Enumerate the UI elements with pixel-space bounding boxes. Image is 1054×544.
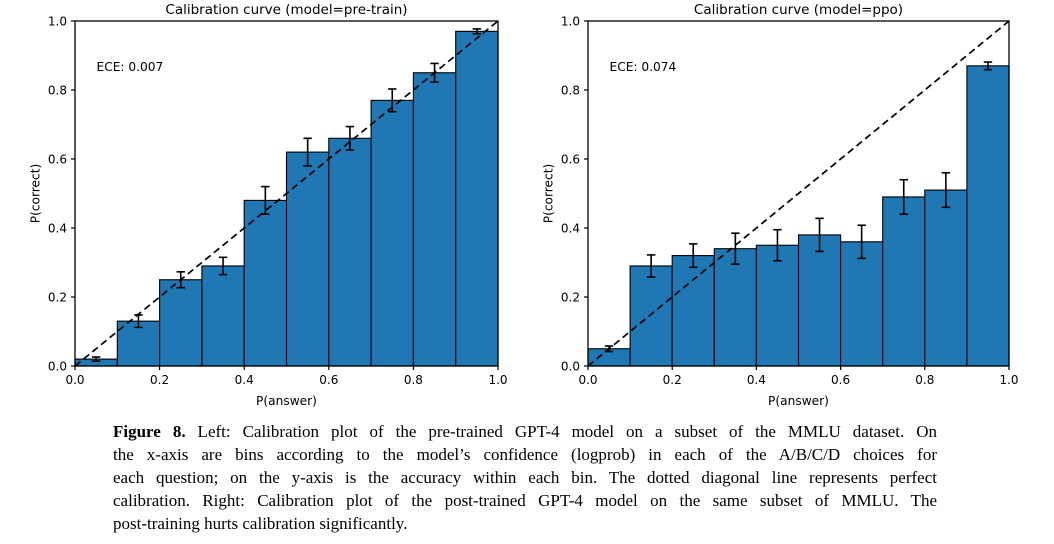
bar [755, 244, 800, 367]
y-tick-label: 1.0 [561, 14, 580, 28]
bar [840, 241, 884, 367]
plot-border [587, 20, 1010, 367]
bar [243, 199, 288, 367]
diagonal-line [74, 20, 499, 367]
bar [671, 255, 715, 367]
caption-line: the x-axis are bins according to the mod… [113, 445, 937, 464]
x-tick-label: 0.6 [319, 373, 338, 387]
bar [328, 137, 372, 367]
chart-title: Calibration curve (model=pre-train) [165, 2, 407, 18]
bar [713, 248, 757, 367]
x-tick-label: 0.4 [235, 373, 254, 387]
plot-border [74, 20, 499, 367]
y-axis-label: P(correct) [542, 164, 556, 224]
chart-title: Calibration curve (model=ppo) [694, 2, 903, 18]
ece-annotation: ECE: 0.007 [97, 60, 164, 74]
figure-caption: Figure 8. Left: Calibration plot of the … [113, 420, 937, 535]
x-tick-label: 0.2 [663, 373, 682, 387]
x-axis-label: P(answer) [768, 394, 829, 408]
caption-line: post-training hurts calibration signific… [113, 514, 408, 533]
x-tick-label: 0.2 [150, 373, 169, 387]
y-tick-label: 0.0 [561, 359, 580, 373]
caption-line: calibration. Right: Calibration plot of … [113, 491, 937, 510]
bar [882, 196, 926, 367]
y-axis-label: P(correct) [29, 164, 43, 224]
y-tick-label: 0.4 [561, 221, 580, 235]
y-tick-label: 0.0 [48, 359, 67, 373]
calibration-charts: 0.0 0.2 0.4 0.6 0.8 1.0 0.0 0.2 0.4 0.6 0.8 1.0 Cali… [29, 2, 1019, 408]
bar [797, 234, 842, 367]
x-tick-label: 0.4 [747, 373, 766, 387]
caption-line: each question; on the y-axis is the accu… [113, 468, 937, 487]
y-tick-label: 0.8 [48, 83, 67, 97]
y-tick-label: 0.4 [48, 221, 67, 235]
y-tick-label: 0.6 [561, 152, 580, 166]
x-tick-label: 0.0 [578, 373, 597, 387]
bar [966, 65, 1010, 367]
bar [412, 72, 457, 367]
bar [629, 265, 673, 367]
x-tick-label: 1.0 [999, 373, 1018, 387]
x-tick-label: 0.6 [831, 373, 850, 387]
y-tick-label: 1.0 [48, 14, 67, 28]
x-axis-label: P(answer) [256, 394, 317, 408]
bar [455, 30, 499, 367]
bar [924, 189, 968, 367]
bar [201, 265, 245, 367]
caption-line: Figure 8. Left: Calibration plot of the … [113, 422, 937, 441]
y-tick-label: 0.2 [48, 290, 67, 304]
x-tick-label: 0.0 [65, 373, 84, 387]
x-tick-label: 0.8 [404, 373, 423, 387]
ece-annotation: ECE: 0.074 [610, 60, 677, 74]
y-tick-label: 0.2 [561, 290, 580, 304]
y-tick-label: 0.8 [561, 83, 580, 97]
x-tick-label: 1.0 [488, 373, 507, 387]
bar [285, 151, 330, 367]
caption-figure-label: Figure 8. [113, 422, 186, 441]
x-tick-label: 0.8 [915, 373, 934, 387]
y-tick-label: 0.6 [48, 152, 67, 166]
bar [370, 99, 414, 367]
diagonal-line [587, 20, 1010, 367]
